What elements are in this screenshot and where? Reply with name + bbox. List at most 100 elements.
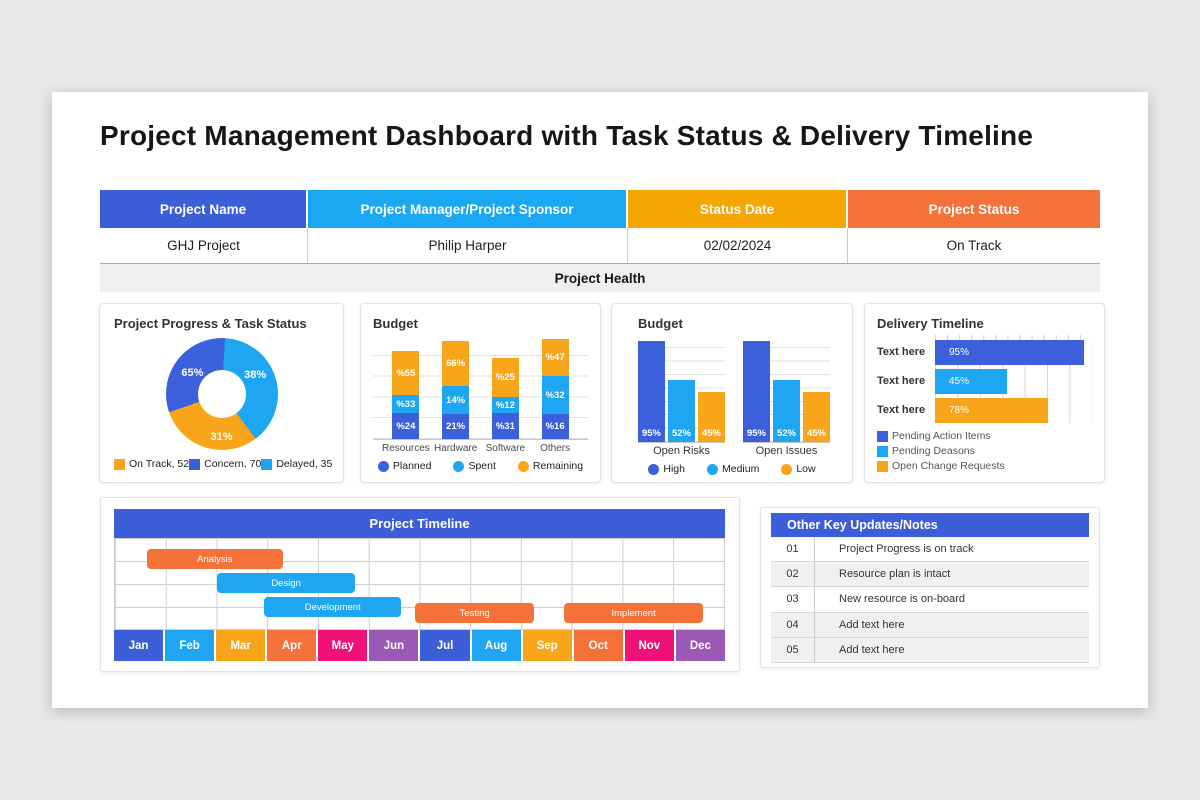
bar-software: %31 %12 %25 — [491, 358, 519, 439]
project-manager-value: Philip Harper — [308, 228, 628, 263]
low-swatch — [781, 463, 793, 475]
legend-item: Remaining — [517, 460, 584, 472]
legend-item: Low — [781, 463, 816, 475]
legend-item: Medium — [706, 463, 759, 475]
legend-item: Pending Deasons — [877, 445, 1092, 457]
budget-grouped-card: Budget 95% 52% 45% Open Risks 95% 52% 45… — [611, 303, 853, 483]
month-cell: Jan — [114, 630, 164, 661]
group-label: Open Risks — [653, 445, 710, 457]
bar-low: 45% — [698, 392, 725, 442]
delivery-timeline-card: Delivery Timeline Text here Text here Te… — [864, 303, 1105, 483]
segment-planned: %31 — [491, 413, 519, 439]
summary-value-row: GHJ Project Philip Harper 02/02/2024 On … — [100, 228, 1100, 264]
segment-remaining: %47 — [541, 339, 569, 376]
bar-value: 95% — [746, 428, 766, 439]
gantt-bar-development: Development — [264, 597, 402, 617]
open-change-requests-swatch — [877, 460, 888, 472]
stacked-legend: Planned Spent Remaining — [373, 460, 588, 472]
remaining-swatch — [517, 460, 529, 472]
delivery-legend: Pending Action Items Pending Deasons Ope… — [877, 430, 1092, 472]
budget-stacked-card: Budget %24 %33 %55 21% 14% 66% %31 %12 %… — [360, 303, 601, 483]
legend-label: Open Change Requests — [892, 460, 1005, 472]
segment-planned: %24 — [392, 413, 420, 439]
gantt-header: Project Timeline — [114, 509, 725, 538]
pending-action-items-swatch — [877, 430, 888, 442]
donut-hole — [197, 370, 246, 418]
legend-label: High — [663, 463, 685, 475]
progress-task-status-card: Project Progress & Task Status 65% 38% 3… — [99, 303, 344, 483]
gantt-bar-testing: Testing — [415, 603, 534, 623]
segment-remaining: %25 — [491, 358, 519, 397]
project-status-value: On Track — [848, 228, 1100, 263]
note-number: 01 — [771, 537, 815, 562]
legend-label: Low — [796, 463, 816, 475]
month-cell: Oct — [573, 630, 623, 661]
note-text: Resource plan is intact — [839, 568, 951, 581]
legend-label: Remaining — [532, 460, 584, 472]
legend-item: On Track, 52 — [114, 458, 189, 470]
delivery-title: Delivery Timeline — [877, 316, 984, 331]
segment-planned: 21% — [442, 414, 470, 439]
note-row: 01 Project Progress is on track — [771, 537, 1089, 563]
spent-swatch — [453, 460, 465, 472]
bar-value: 95% — [641, 428, 661, 439]
budget-stacked-title: Budget — [373, 316, 418, 331]
grouped-legend: High Medium Low — [624, 463, 840, 475]
stacked-bar-chart: %24 %33 %55 21% 14% 66% %31 %12 %25 %16 … — [373, 336, 588, 440]
note-number: 04 — [771, 612, 815, 637]
segment-spent: 14% — [442, 386, 470, 414]
pending-deasons-swatch — [877, 445, 888, 457]
high-swatch — [648, 463, 660, 475]
gantt-grid: Analysis Design Development Testing Impl… — [114, 538, 725, 630]
bar-resources: %24 %33 %55 — [392, 351, 420, 439]
category-label: Others — [540, 443, 571, 454]
bar-value: 45% — [806, 428, 826, 439]
progress-card-title: Project Progress & Task Status — [114, 316, 307, 331]
summary-header-project-manager: Project Manager/Project Sponsor — [308, 190, 628, 228]
open-risks-group: 95% 52% 45% Open Risks — [638, 335, 725, 457]
bar-value: 45% — [701, 428, 721, 439]
month-cell: Sep — [522, 630, 572, 661]
month-cell: May — [318, 630, 368, 661]
month-cell: Jul — [420, 630, 470, 661]
open-issues-group: 95% 52% 45% Open Issues — [743, 335, 830, 457]
donut-label-ontrack: 31% — [210, 430, 233, 443]
summary-header-project-name: Project Name — [100, 190, 308, 228]
bar-value: 52% — [671, 428, 691, 439]
category-label: Software — [485, 443, 526, 454]
month-cell: Jun — [369, 630, 419, 661]
segment-spent: %32 — [541, 376, 569, 414]
gantt-bar-design: Design — [217, 573, 355, 593]
legend-item: Pending Action Items — [877, 430, 1092, 442]
bar-medium: 52% — [668, 380, 695, 442]
month-cell: Nov — [624, 630, 674, 661]
project-timeline-card: Project Timeline Analysis Design Develop… — [100, 497, 740, 672]
legend-label: Spent — [468, 460, 496, 472]
hbar-open-change-requests: 78% — [935, 398, 1049, 423]
delayed-swatch — [261, 458, 273, 470]
row-label: Text here — [877, 346, 926, 358]
note-text: Project Progress is on track — [839, 543, 974, 556]
legend-item: Concern, 70 — [189, 458, 261, 470]
category-labels: Resources Hardware Software Others — [373, 443, 588, 454]
grouped-bar-chart: 95% 52% 45% Open Risks 95% 52% 45% Open … — [638, 335, 830, 457]
legend-item: Spent — [453, 460, 496, 472]
segment-planned: %16 — [541, 414, 569, 439]
axis-ticks — [935, 335, 1092, 340]
donut-chart: 65% 38% 31% — [165, 338, 278, 450]
category-label: Hardware — [433, 443, 478, 454]
legend-label: On Track, 52 — [129, 458, 190, 470]
gantt-bar-implement: Implement — [563, 603, 704, 623]
note-number: 03 — [771, 587, 815, 612]
note-number: 05 — [771, 637, 815, 662]
month-cell: Aug — [471, 630, 521, 661]
summary-header-project-status: Project Status — [848, 190, 1100, 228]
bar-high: 95% — [638, 341, 665, 442]
budget-grouped-title: Budget — [638, 316, 683, 331]
row-label: Text here — [877, 375, 926, 387]
bar-value: 52% — [776, 428, 796, 439]
month-cell: Apr — [267, 630, 317, 661]
note-row: 02 Resource plan is intact — [771, 562, 1089, 588]
summary-header-row: Project Name Project Manager/Project Spo… — [100, 190, 1100, 228]
hbar-pending-action-items: 95% — [935, 340, 1085, 365]
